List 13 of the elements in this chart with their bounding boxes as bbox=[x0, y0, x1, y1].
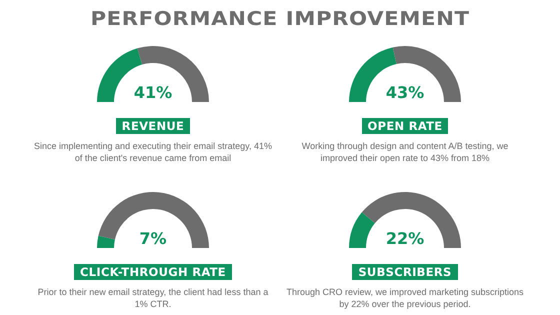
text: REVENUE bbox=[116, 118, 190, 134]
text: 41% bbox=[132, 83, 174, 102]
text: CLICK-THROUGH RATE bbox=[74, 264, 232, 280]
text: SUBSCRIBERS bbox=[352, 264, 458, 280]
text: 22% bbox=[384, 229, 426, 248]
text: Prior to their new email strategy, the client had less than a 1% CTR. bbox=[36, 286, 270, 310]
text: 7% bbox=[138, 229, 168, 248]
text: Working through design and content A/B testing, we improved their open rate to 43% from 18% bbox=[300, 140, 510, 164]
text: PERFORMANCE IMPROVEMENT bbox=[89, 8, 471, 30]
text: Through CRO review, we improved marketing subscriptions by 22% over the previous period. bbox=[285, 286, 525, 310]
text: 43% bbox=[384, 83, 426, 102]
text: OPEN RATE bbox=[362, 118, 448, 134]
text: Since implementing and executing their email strategy, 41% of the client's revenue came from email bbox=[33, 140, 273, 164]
